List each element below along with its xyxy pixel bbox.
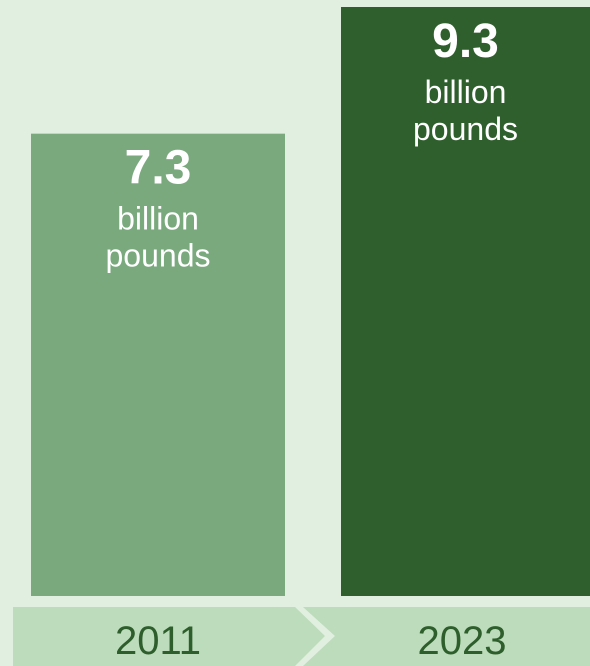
value-label-2023: 9.3 xyxy=(432,15,499,68)
chevron-divider-icon xyxy=(295,607,335,666)
category-band: 2011 2023 xyxy=(13,607,590,666)
value-label-2011: 7.3 xyxy=(125,142,192,195)
unit-label-line2-2023: pounds xyxy=(413,111,518,147)
bar-2011 xyxy=(31,133,285,596)
unit-label-line1-2023: billion xyxy=(425,74,507,110)
unit-label-line1-2011: billion xyxy=(117,201,199,237)
bar-2023 xyxy=(341,7,590,596)
category-label-2011: 2011 xyxy=(115,619,201,663)
category-band-background xyxy=(13,607,590,666)
category-label-2023: 2023 xyxy=(418,619,507,663)
unit-label-line2-2011: pounds xyxy=(106,238,211,274)
